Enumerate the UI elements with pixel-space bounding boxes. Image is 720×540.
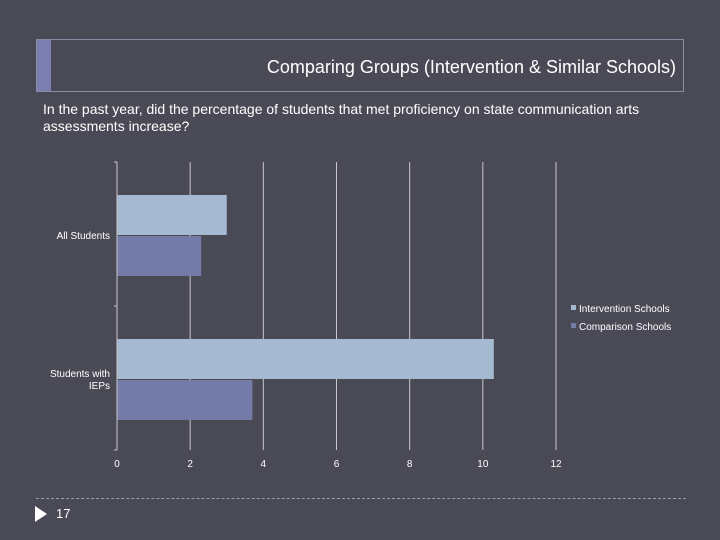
category-label: All Students (57, 231, 110, 242)
chart-legend: Intervention Schools Comparison Schools (571, 304, 671, 333)
play-arrow-icon (35, 506, 47, 522)
legend-swatch (571, 323, 576, 328)
question-text: In the past year, did the percentage of … (43, 101, 640, 134)
legend-swatch (571, 305, 576, 310)
chart-axes (114, 161, 118, 451)
footer-divider (36, 498, 686, 499)
category-label: IEPs (89, 381, 110, 392)
bar-intervention (117, 339, 494, 379)
x-tick-label: 4 (261, 459, 267, 470)
bar-intervention (117, 195, 227, 235)
x-tick-label: 2 (187, 459, 193, 470)
bar-comparison (117, 380, 253, 420)
x-tick-label: 10 (477, 459, 489, 470)
slide-title: Comparing Groups (Intervention & Similar… (266, 57, 676, 77)
legend-label: Intervention Schools (579, 304, 670, 315)
x-tick-label: 12 (550, 459, 562, 470)
title-box: Comparing Groups (Intervention & Similar… (36, 39, 684, 92)
chart-bars (117, 195, 494, 420)
x-tick-label: 8 (407, 459, 413, 470)
chart-gridlines (189, 162, 557, 450)
legend-label: Comparison Schools (579, 322, 671, 333)
category-label: Students with (50, 369, 110, 380)
x-tick-label: 6 (334, 459, 340, 470)
page-number: 17 (56, 506, 71, 521)
bar-comparison (117, 236, 202, 276)
title-accent-bar (37, 40, 51, 91)
x-tick-label: 0 (114, 459, 120, 470)
